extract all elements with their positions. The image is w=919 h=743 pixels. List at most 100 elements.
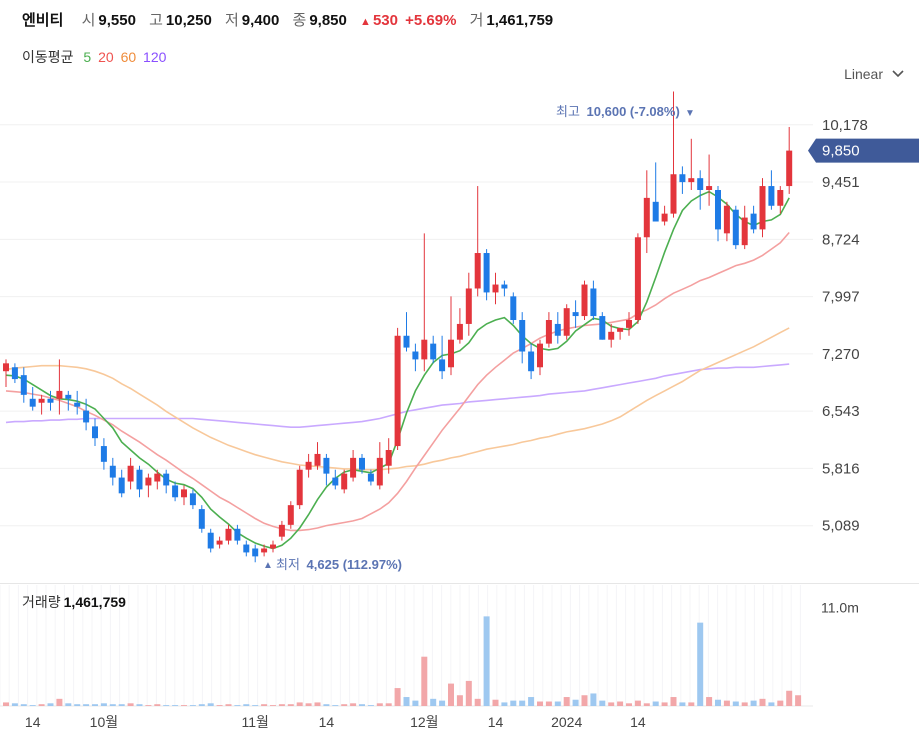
- candle-body: [136, 469, 143, 490]
- change-up-icon: ▲: [360, 16, 371, 28]
- volume-y-tick: 11.0m: [821, 599, 859, 615]
- ma-5-label[interactable]: 5: [83, 49, 92, 65]
- candle-body: [777, 190, 784, 206]
- ma-20-line: [5, 231, 790, 532]
- current-price-label: 9,850: [822, 143, 860, 160]
- candle-body: [492, 284, 499, 293]
- ma-legend-title: 이동평균: [22, 49, 74, 65]
- volume-bar: [439, 700, 446, 706]
- candle-body: [768, 186, 775, 206]
- volume-bar: [688, 702, 695, 706]
- volume-bar: [483, 616, 490, 706]
- candle-body: [626, 320, 632, 328]
- candle-body: [314, 453, 321, 466]
- volume-bar: [715, 699, 721, 706]
- candle-body: [216, 540, 223, 545]
- candle-body: [706, 186, 713, 190]
- date-x-axis: 14 10월 11월 14 12월 14 2024 14: [25, 714, 646, 730]
- volume-bar: [278, 704, 285, 706]
- candle-body: [608, 331, 615, 340]
- candle-body: [448, 339, 454, 368]
- candle-body: [519, 320, 526, 352]
- volume-bar: [741, 702, 748, 706]
- volume-bar: [296, 702, 303, 706]
- volume-bar: [723, 700, 730, 706]
- candle-body: [412, 351, 419, 360]
- candle-body: [572, 312, 579, 317]
- change-value: 530: [372, 12, 398, 29]
- candle-body: [643, 197, 650, 238]
- panel-divider: [0, 583, 919, 584]
- candle-body: [350, 457, 357, 478]
- volume-bar: [367, 705, 374, 706]
- volume-bar: [20, 704, 27, 706]
- price-y-tick: 6,543: [822, 403, 860, 420]
- volume-bar: [181, 705, 187, 706]
- volume-bar: [376, 703, 383, 706]
- ma-120-label[interactable]: 120: [143, 49, 167, 65]
- volume-bar: [189, 705, 196, 706]
- candle-body: [652, 201, 659, 222]
- candle-body: [394, 335, 401, 447]
- volume-bar: [492, 699, 499, 706]
- volume-bar: [216, 705, 223, 706]
- volume-bar: [661, 702, 668, 706]
- candle-body: [670, 174, 677, 214]
- candle-body: [661, 213, 668, 222]
- change-percent: +5.69%: [405, 12, 457, 29]
- volume-bar: [332, 705, 339, 706]
- high-annotation-label: 최고: [556, 104, 580, 119]
- volume-bar: [474, 698, 481, 706]
- volume-bar: [617, 701, 624, 706]
- x-tick-label: 14: [319, 714, 335, 730]
- candle-body: [679, 174, 686, 183]
- candle-body: [118, 477, 125, 494]
- open-label: 시: [81, 12, 96, 29]
- candle-body: [341, 473, 348, 490]
- candle-body: [172, 485, 179, 498]
- volume-bar: [626, 703, 632, 706]
- volume-bar: [314, 702, 321, 706]
- volume-bar: [572, 699, 579, 706]
- up-triangle-icon: ▲: [263, 560, 273, 571]
- ma-60-label[interactable]: 60: [120, 49, 137, 65]
- candle-body: [430, 343, 437, 360]
- candle-body: [20, 375, 27, 395]
- volume-bar: [270, 705, 276, 706]
- moving-average-legend: 이동평균 5 20 60 120: [22, 47, 169, 67]
- high-annotation: 최고 10,600 (-7.08%) ▼: [556, 104, 695, 119]
- low-value: 9,400: [241, 12, 280, 29]
- candle-body: [287, 505, 294, 525]
- candle-body: [65, 394, 72, 399]
- candle-body: [456, 323, 463, 340]
- candle-body: [723, 205, 730, 234]
- candle-body: [483, 253, 490, 293]
- current-price-tag: 9,850: [808, 138, 919, 163]
- stock-name: 엔비티: [22, 12, 64, 29]
- x-tick-label: 10월: [90, 714, 118, 730]
- x-tick-label: 2024: [551, 714, 582, 730]
- candle-body: [154, 473, 161, 482]
- volume-bar: [100, 703, 107, 706]
- candle-body: [296, 469, 303, 506]
- scale-selector[interactable]: Linear: [844, 66, 905, 82]
- low-annotation: ▲ 최저 4,625 (112.97%): [263, 557, 402, 572]
- volume-bar: [243, 704, 250, 706]
- candle-body: [759, 186, 766, 230]
- price-y-tick: 7,997: [822, 289, 860, 306]
- volume-bar: [403, 697, 410, 706]
- price-gridlines: [0, 124, 813, 527]
- volume-bar: [394, 688, 401, 706]
- candle-body: [732, 209, 739, 246]
- candle-body: [741, 217, 748, 246]
- candle-body: [403, 335, 410, 348]
- price-y-tick: 5,816: [822, 460, 860, 477]
- candle-body: [421, 339, 428, 360]
- ma-20-label[interactable]: 20: [98, 49, 114, 65]
- volume-bar: [341, 704, 348, 706]
- candle-body: [127, 465, 134, 482]
- candle-body: [786, 150, 793, 187]
- volume-bar: [118, 704, 125, 706]
- volume-bar: [510, 700, 517, 706]
